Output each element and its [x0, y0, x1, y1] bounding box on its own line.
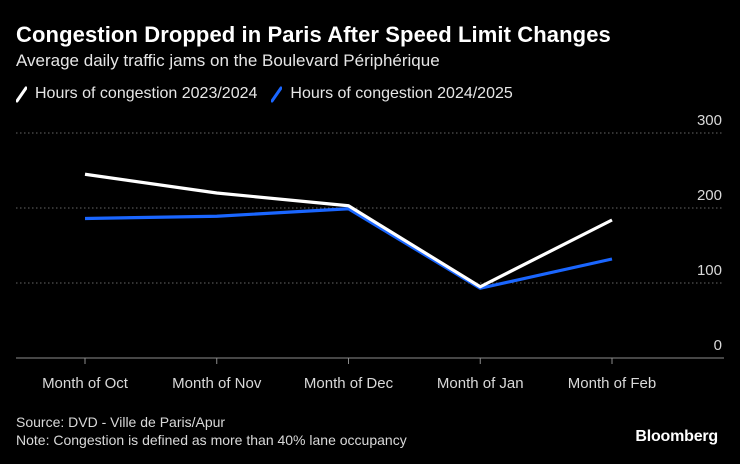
legend-label-2024: Hours of congestion 2024/2025: [290, 85, 513, 102]
x-tick-label-0: Month of Oct: [42, 375, 129, 392]
y-tick-label-0: 0: [714, 337, 722, 354]
footer: Source: DVD - Ville de Paris/Apur Note: …: [16, 413, 407, 449]
series-line-1: [84, 207, 613, 290]
series-line-0: [84, 172, 613, 289]
x-tick-label-1: Month of Nov: [172, 375, 262, 392]
legend-item-2023: Hours of congestion 2023/2024: [16, 85, 257, 103]
legend-swatch-2023: [16, 85, 27, 103]
y-tick-label-300: 300: [697, 112, 722, 129]
y-tick-label-200: 200: [697, 187, 722, 204]
legend-label-2023: Hours of congestion 2023/2024: [35, 85, 258, 102]
x-tick-label-4: Month of Feb: [568, 375, 656, 392]
y-tick-label-100: 100: [697, 262, 722, 279]
chart-subtitle: Average daily traffic jams on the Boulev…: [16, 51, 440, 70]
note-text: Note: Congestion is defined as more than…: [16, 432, 407, 448]
x-tick-label-2: Month of Dec: [304, 375, 394, 392]
legend: Hours of congestion 2023/2024 Hours of c…: [16, 85, 513, 103]
chart-title: Congestion Dropped in Paris After Speed …: [16, 22, 611, 47]
legend-swatch-2024: [271, 85, 283, 103]
x-tick-label-3: Month of Jan: [437, 375, 524, 392]
bloomberg-logo: Bloomberg: [635, 428, 718, 445]
source-text: Source: DVD - Ville de Paris/Apur: [16, 414, 226, 430]
legend-item-2024: Hours of congestion 2024/2025: [271, 85, 513, 103]
